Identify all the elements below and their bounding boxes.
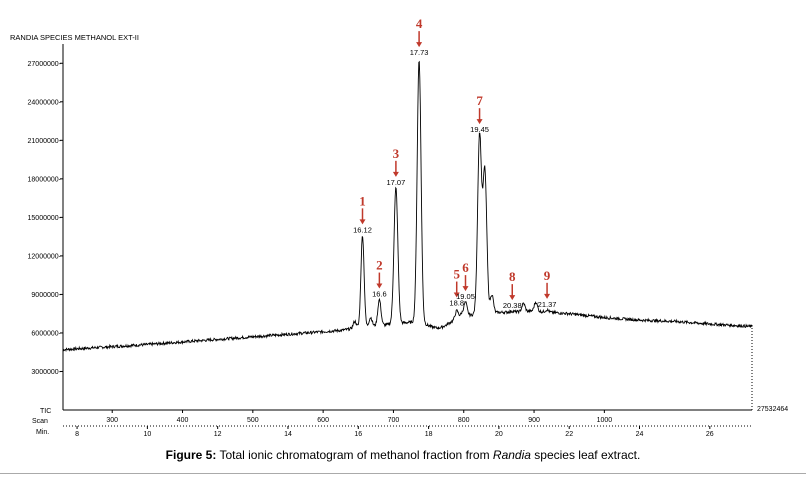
tick-labels: 3000000- 6000000- 9000000- 12000000- 1500000… [28,61,714,438]
min-tick-label: 8 [75,431,79,438]
peak-retention-time-label: 21.37 [538,300,557,309]
scan-tick-label: 800 [458,417,470,424]
peak-retention-time-label: 16.12 [353,225,372,234]
caption-text-after: species leaf extract. [530,448,641,462]
peak-retention-time-label: 19.45 [470,125,489,134]
caption-text-before: Total ionic chromatogram of methanol fra… [216,448,493,462]
y-axis-label: TIC [40,408,51,415]
peak-annotation: 19.45 7 [470,93,489,134]
peak-retention-time-label: 18.8 [449,299,464,308]
scan-tick-label: 400 [177,417,189,424]
peak-arrow-head [359,219,366,225]
min-tick-label: 16 [354,431,362,438]
scan-tick-label: 900 [528,417,540,424]
peak-arrow-head [544,293,551,299]
peak-number-label: 5 [453,267,460,282]
peak-retention-time-label: 17.73 [410,48,429,57]
y-tick-label: 12000000- [28,253,62,260]
peak-arrow-head [476,119,483,125]
peak-annotation: 19.05 6 [456,260,475,301]
peak-number-label: 6 [462,260,469,275]
peak-annotation: 17.73 4 [410,16,429,57]
max-intensity-label: 27532464 [757,406,788,413]
chart-title: RANDIA SPECIES METHANOL EXT-II [10,33,139,42]
y-tick-label: 21000000- [28,138,62,145]
min-tick-label: 22 [565,431,573,438]
peak-annotation: 17.07 3 [387,146,406,187]
tic-trace-line [62,60,753,353]
y-tick-label: 3000000- [31,369,61,376]
caption-italic-genus: Randia [492,448,531,462]
min-tick-label: 20 [495,431,503,438]
peak-annotation: 16.62 [372,258,387,299]
scan-tick-label: 600 [317,417,329,424]
peak-retention-time-label: 17.07 [387,178,406,187]
peak-number-label: 7 [476,93,483,108]
y-tick-label: 18000000- [28,176,62,183]
scan-tick-label: 500 [247,417,259,424]
min-tick-label: 18 [425,431,433,438]
peak-arrow-head [453,292,460,298]
scan-tick-label: 1000 [597,417,613,424]
peak-annotation: 21.37 9 [538,268,557,309]
min-row-label: Min. [36,429,49,436]
peak-number-label: 9 [544,268,551,283]
figure-caption: Figure 5: Total ionic chromatogram of me… [0,448,806,462]
y-tick-label: 15000000- [28,215,62,222]
peak-arrow-head [509,295,516,301]
min-tick-label: 12 [214,431,222,438]
peak-annotation: 18.85 [449,267,464,308]
peak-annotations: 16.12116.6217.07317.73418.8519.05619.457… [353,16,556,310]
peak-retention-time-label: 20.38 [503,301,522,310]
peak-retention-time-label: 19.05 [456,292,475,301]
scan-tick-label: 700 [388,417,400,424]
axes [60,44,753,429]
peak-annotation: 16.12 1 [353,193,372,234]
y-tick-label: 6000000- [31,330,61,337]
y-tick-label: 27000000- [28,61,62,68]
peak-number-label: 8 [509,269,516,284]
y-tick-label: 9000000- [31,292,61,299]
peak-arrow-head [462,286,469,292]
peak-number-label: 4 [416,16,423,31]
scan-row-label: Scan [32,418,48,425]
peak-number-label: 1 [359,193,366,208]
min-tick-label: 26 [706,431,714,438]
scan-tick-label: 300 [106,417,118,424]
peak-retention-time-label: 16.6 [372,290,387,299]
min-tick-label: 10 [143,431,151,438]
peak-annotation: 20.38 8 [503,269,522,310]
y-tick-label: 24000000- [28,99,62,106]
peak-arrow-head [376,283,383,289]
min-tick-label: 24 [636,431,644,438]
caption-figure-label: Figure 5: [165,448,217,462]
peak-number-label: 2 [376,258,383,273]
peak-number-label: 3 [393,146,400,161]
caption-divider [0,473,806,474]
peak-arrow-head [392,171,399,177]
peak-arrow-head [416,42,423,48]
min-tick-label: 14 [284,431,292,438]
